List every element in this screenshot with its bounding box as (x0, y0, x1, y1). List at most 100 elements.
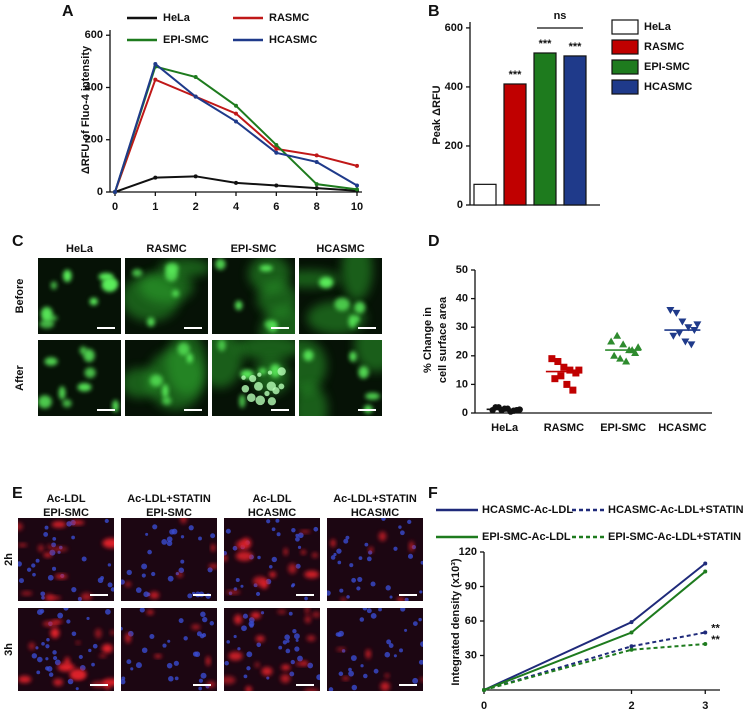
vesicle (254, 381, 263, 391)
cell-glow (212, 340, 243, 388)
cell (239, 394, 246, 408)
x-tick-label: HCASMC (658, 422, 706, 434)
cell-glow (341, 258, 373, 301)
lipid-stain (225, 590, 241, 594)
nucleus (419, 590, 423, 594)
cell (50, 281, 58, 290)
micrograph (125, 258, 208, 334)
lipid-stain (368, 546, 374, 553)
x-tick-label: 0 (481, 700, 487, 712)
nucleus (166, 662, 173, 669)
lipid-stain (101, 643, 113, 653)
lipid-stain (69, 668, 87, 680)
nucleus (242, 613, 248, 619)
lipid-stain (28, 642, 35, 650)
data-point (607, 337, 616, 345)
y-tick-label: 600 (85, 29, 103, 41)
legend-swatch (611, 19, 639, 35)
nucleus (363, 673, 368, 679)
nucleus (286, 639, 290, 643)
lipid-stain (110, 630, 114, 635)
lipid-stain (311, 611, 320, 618)
lipid-stain (330, 539, 336, 548)
lipid-stain (211, 543, 216, 552)
lipid-stain (304, 570, 320, 579)
lipid-stain (125, 581, 132, 587)
cell (177, 342, 190, 356)
nucleus (337, 560, 342, 565)
nucleus (268, 565, 273, 569)
legend-label: RASMC (644, 41, 684, 53)
nucleus (378, 608, 382, 612)
column-header: EPI-SMC (231, 243, 277, 255)
cell (215, 258, 226, 270)
nucleus (169, 529, 175, 535)
nucleus (18, 578, 25, 584)
data-point (693, 321, 702, 329)
nucleus (91, 662, 95, 667)
nucleus (348, 670, 355, 677)
nucleus (51, 566, 57, 571)
cell (161, 384, 169, 398)
legend-label: EPI-SMC-Ac-LDL (482, 531, 571, 543)
data-point (629, 620, 634, 625)
vesicle (247, 393, 256, 402)
y-tick-label: 400 (445, 81, 463, 93)
nucleus (45, 657, 49, 661)
cell (334, 297, 350, 311)
nucleus (330, 555, 336, 560)
lipid-stain (306, 635, 316, 642)
nucleus (86, 616, 90, 621)
nucleus (313, 526, 319, 532)
vesicle (241, 385, 250, 393)
nucleus (166, 536, 173, 543)
nucleus (393, 546, 398, 551)
nucleus (135, 587, 142, 593)
vesicle (241, 375, 246, 380)
legend-label: EPI-SMC (163, 34, 209, 46)
nucleus (233, 634, 237, 639)
lipid-stain (254, 662, 260, 668)
panel-letter: E (12, 485, 23, 502)
nucleus (339, 588, 344, 593)
nucleus (271, 556, 277, 563)
data-point (703, 630, 708, 635)
nucleus (381, 518, 386, 521)
column-header: Ac-LDL (46, 493, 85, 505)
nucleus (328, 687, 334, 691)
series-line (483, 643, 706, 691)
micrograph (299, 258, 382, 334)
legend-swatch (611, 79, 639, 95)
nucleus (297, 532, 304, 539)
data-point (681, 338, 690, 346)
lipid-stain (260, 579, 269, 589)
nucleus (271, 527, 276, 532)
column-header: EPI-SMC (43, 507, 89, 519)
x-tick-label: 1 (152, 201, 158, 213)
data-point (610, 351, 619, 359)
cell (77, 383, 92, 392)
panel-letter: D (428, 233, 440, 250)
nucleus (46, 638, 50, 642)
column-header: Ac-LDL (252, 493, 291, 505)
nucleus (52, 650, 57, 655)
nucleus (304, 596, 308, 601)
nucleus (292, 629, 297, 634)
nucleus (201, 633, 207, 638)
micrograph (224, 608, 320, 691)
lipid-stain (146, 609, 154, 615)
nucleus (121, 679, 126, 685)
micrograph (327, 518, 423, 601)
column-header: HeLa (66, 243, 94, 255)
lipid-stain (299, 530, 311, 534)
nucleus (399, 648, 404, 653)
cell (39, 319, 55, 329)
micrograph (125, 340, 208, 416)
lipid-stain (396, 597, 405, 601)
data-point (703, 569, 708, 574)
lipid-stain (277, 609, 287, 614)
nucleus (168, 675, 174, 682)
nucleus (180, 559, 185, 564)
x-tick-label: 2 (193, 201, 199, 213)
micrograph (212, 258, 295, 334)
